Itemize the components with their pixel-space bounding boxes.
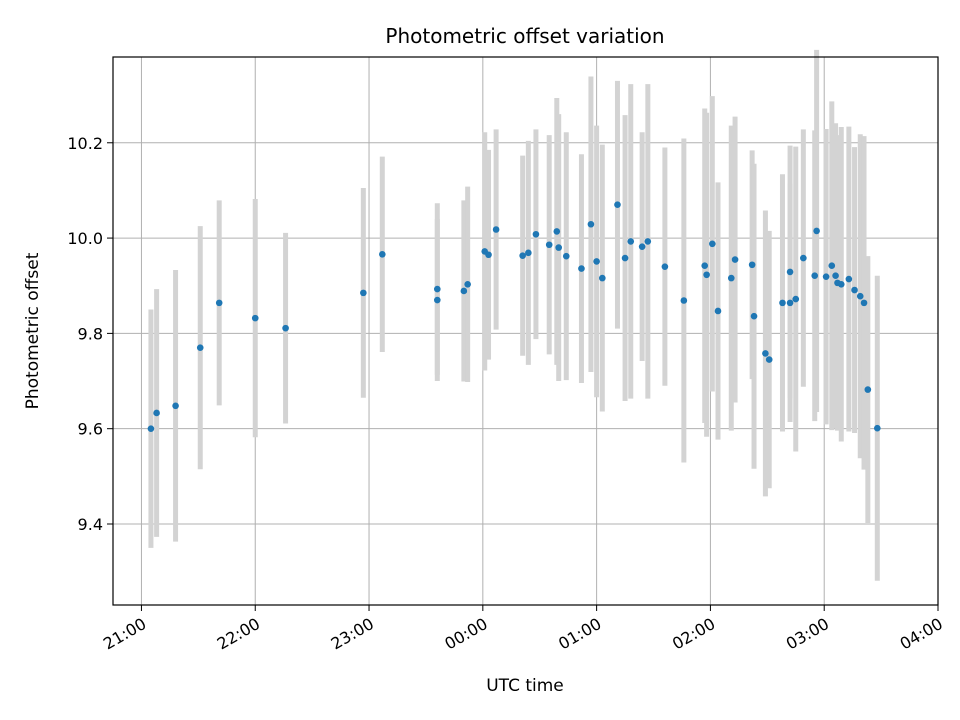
- data-point: [750, 312, 758, 320]
- error-bars: [148, 49, 880, 581]
- data-point: [644, 238, 652, 245]
- data-point: [525, 249, 532, 257]
- x-tick-label: 21:00: [100, 614, 149, 654]
- data-point: [519, 252, 526, 260]
- data-point: [587, 220, 595, 228]
- data-point: [379, 250, 386, 258]
- chart-title: Photometric offset variation: [385, 24, 664, 48]
- x-tick-label: 00:00: [441, 614, 490, 654]
- data-point: [811, 272, 819, 280]
- data-point: [172, 402, 179, 410]
- data-point: [153, 409, 160, 417]
- data-point: [147, 425, 155, 432]
- data-point: [727, 274, 735, 282]
- data-point: [680, 297, 688, 304]
- data-point: [874, 424, 881, 432]
- x-axis-label: UTC time: [486, 676, 564, 696]
- data-point: [460, 287, 468, 295]
- data-point: [578, 265, 585, 272]
- y-tick-label: 9.6: [78, 420, 103, 439]
- data-point: [860, 299, 868, 307]
- data-point: [714, 307, 722, 315]
- x-tick-label: 02:00: [669, 614, 718, 654]
- y-tick-label: 9.8: [78, 324, 103, 343]
- data-point: [621, 254, 629, 262]
- data-point: [251, 314, 259, 322]
- data-point: [638, 243, 646, 250]
- data-point: [792, 295, 800, 303]
- data-point: [553, 228, 561, 235]
- data-point: [837, 281, 845, 288]
- y-tick-label: 10.2: [67, 134, 103, 153]
- y-tick-label: 9.4: [78, 515, 103, 534]
- x-axis-ticks: 21:00 22:00 23:00 00:00 01:00 02:00 03:00 04:00: [100, 605, 946, 654]
- x-tick-label: 01:00: [555, 614, 604, 654]
- data-point: [215, 299, 223, 307]
- data-point: [800, 254, 807, 262]
- data-points: [147, 201, 881, 432]
- y-axis-label: Photometric offset: [23, 252, 43, 409]
- data-point: [492, 226, 500, 233]
- data-point: [786, 268, 794, 276]
- data-point: [532, 230, 540, 238]
- data-point: [762, 350, 769, 357]
- data-point: [555, 244, 562, 251]
- data-point: [845, 275, 853, 283]
- data-point: [731, 256, 739, 263]
- data-point: [828, 262, 836, 270]
- data-point: [593, 258, 600, 265]
- data-point: [779, 299, 786, 307]
- data-point: [196, 344, 204, 351]
- y-tick-label: 10.0: [67, 229, 103, 248]
- x-tick-label: 22:00: [214, 614, 263, 654]
- data-point: [748, 261, 756, 269]
- data-point: [822, 273, 830, 280]
- data-point: [661, 263, 669, 270]
- x-tick-label: 03:00: [783, 614, 832, 654]
- data-point: [701, 262, 709, 270]
- data-point: [485, 251, 492, 259]
- data-point: [434, 296, 441, 304]
- data-point: [703, 271, 710, 279]
- data-point: [360, 289, 367, 297]
- y-axis-ticks: 9.4 9.6 9.8 10.0 10.2: [67, 134, 113, 534]
- x-tick-label: 04:00: [897, 614, 946, 654]
- data-point: [545, 241, 553, 249]
- data-point: [709, 240, 716, 248]
- data-point: [434, 285, 441, 293]
- plot-frame: [112, 56, 939, 606]
- x-tick-label: 23:00: [328, 614, 377, 654]
- data-point: [813, 227, 820, 235]
- data-point: [627, 238, 635, 245]
- data-point: [599, 274, 606, 282]
- data-point: [562, 252, 570, 260]
- data-point: [464, 281, 471, 288]
- data-point: [765, 356, 773, 363]
- data-point: [614, 201, 621, 209]
- data-point: [864, 386, 872, 393]
- data-point: [851, 286, 858, 294]
- data-point: [282, 324, 289, 332]
- data-point: [786, 299, 794, 307]
- data-point: [832, 272, 839, 280]
- data-point: [856, 292, 864, 300]
